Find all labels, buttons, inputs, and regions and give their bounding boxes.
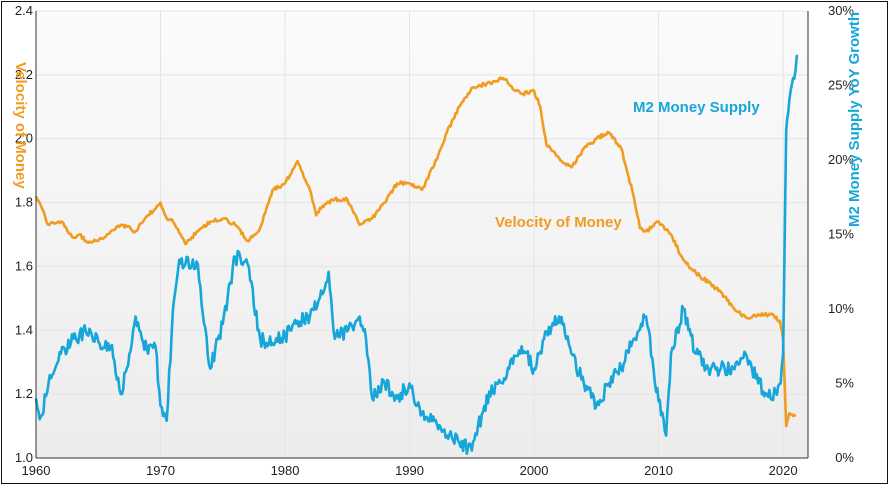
y-right-tick-label: 20% bbox=[828, 152, 854, 167]
grid-lines bbox=[35, 10, 808, 459]
x-tick-label: 1980 bbox=[271, 463, 300, 478]
plot-area bbox=[36, 11, 808, 458]
y-right-tick-label: 30% bbox=[828, 3, 854, 18]
m2-series-line bbox=[34, 54, 799, 456]
series-layer bbox=[34, 54, 799, 456]
y-right-tick-label: 0% bbox=[835, 450, 854, 465]
y-right-tick-label: 10% bbox=[828, 301, 854, 316]
y-right-tick-label: 25% bbox=[828, 78, 854, 93]
annotation-velocity: Velocity of Money bbox=[495, 214, 622, 231]
y-left-tick-label: 1.4 bbox=[15, 322, 33, 337]
x-tick-label: 2010 bbox=[644, 463, 673, 478]
y-right-tick-label: 15% bbox=[828, 227, 854, 242]
x-tick-label: 1990 bbox=[395, 463, 424, 478]
x-tick-label: 1960 bbox=[22, 463, 51, 478]
x-tick-label: 2020 bbox=[769, 463, 798, 478]
y-left-tick-label: 2.0 bbox=[15, 131, 33, 146]
y-left-tick-label: 1.0 bbox=[15, 450, 33, 465]
y-right-tick-label: 5% bbox=[835, 376, 854, 391]
plot-background bbox=[36, 11, 808, 458]
y-axis-left-label: Velocity of Money bbox=[12, 62, 29, 189]
velocity-series-line bbox=[34, 76, 797, 428]
y-left-tick-label: 1.8 bbox=[15, 195, 33, 210]
x-tick-label: 1970 bbox=[146, 463, 175, 478]
y-left-tick-label: 2.4 bbox=[15, 3, 33, 18]
x-tick-label: 2000 bbox=[520, 463, 549, 478]
y-left-tick-label: 2.2 bbox=[15, 67, 33, 82]
annotation-m2: M2 Money Supply bbox=[633, 99, 760, 116]
y-left-tick-label: 1.6 bbox=[15, 258, 33, 273]
y-axis-right-label: M2 Money Supply YoY Growth bbox=[846, 12, 863, 227]
y-left-tick-label: 1.2 bbox=[15, 386, 33, 401]
axes: 1.0 1.2 1.4 1.6 1.8 2.0 2.2 2.4 0% 5% 10% 15% 20% 25%… bbox=[15, 3, 855, 478]
